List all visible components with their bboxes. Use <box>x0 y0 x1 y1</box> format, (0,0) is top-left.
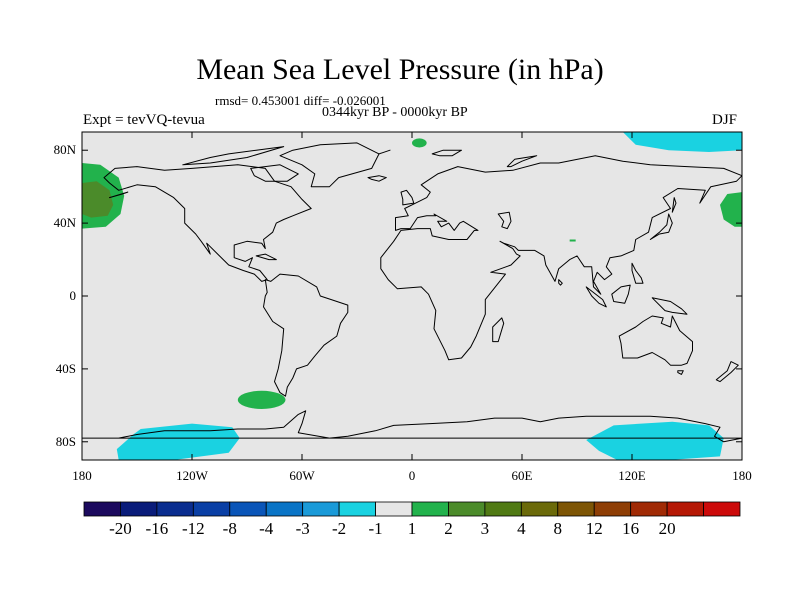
colorbar-swatch <box>265 501 304 517</box>
colorbar-label: 3 <box>480 519 490 538</box>
colorbar-label: -16 <box>145 519 169 538</box>
lat-label: 40N <box>53 215 76 231</box>
colorbar-label: -8 <box>222 519 237 538</box>
colorbar-swatch <box>229 501 267 517</box>
anomaly-svalbard <box>412 138 427 148</box>
coast-borneo <box>611 284 631 304</box>
anomaly-south-pacific <box>237 390 286 409</box>
coast-new-zealand <box>715 361 739 383</box>
coast-australia <box>618 315 693 366</box>
time-period: 0344kyr BP - 0000kyr BP <box>322 105 468 120</box>
coast-alaska-peninsula <box>109 191 129 199</box>
rmsd-stats: rmsd= 0.453001 diff= -0.026001 <box>215 93 386 108</box>
colorbar-swatch <box>338 501 376 517</box>
colorbar-label: 2 <box>444 519 453 538</box>
colorbar-label: 1 <box>407 519 417 538</box>
colorbar-swatch <box>302 501 340 517</box>
colorbar-swatch <box>630 501 668 517</box>
map-background <box>82 132 742 460</box>
coast-taiwan-philippines <box>631 262 644 284</box>
lon-label: 0 <box>408 468 416 483</box>
lon-label: 180 <box>732 468 752 483</box>
coast-tasmania <box>677 370 684 375</box>
lon-label: 120W <box>176 468 208 483</box>
anomaly-north-pacific-core <box>82 181 114 218</box>
colorbar-swatch <box>520 501 559 517</box>
lat-label: 0 <box>69 288 77 303</box>
coast-sakhalin <box>671 197 677 213</box>
coast-eurasia-africa <box>380 155 743 361</box>
lon-label: 60E <box>511 468 533 483</box>
coast-antarctica <box>81 410 743 443</box>
season-label: DJF <box>712 112 738 128</box>
colorbar-label: -4 <box>259 519 274 538</box>
coast-uk <box>400 189 415 206</box>
coast-japan <box>649 213 673 240</box>
colorbar-swatch <box>156 501 194 517</box>
colorbar-label: 20 <box>658 519 676 538</box>
coast-iceland <box>367 175 387 182</box>
lat-label: 80N <box>53 142 76 158</box>
lon-label: 60W <box>289 468 315 483</box>
colorbar-swatch <box>83 501 121 517</box>
lat-label: 80S <box>55 433 76 449</box>
colorbar-label: -12 <box>181 519 205 538</box>
lon-label: 120E <box>618 468 646 483</box>
coast-greenland <box>279 142 380 188</box>
lat-label: 40S <box>55 360 76 376</box>
anomaly-small-fleck <box>569 239 576 242</box>
coast-greenland-east <box>378 149 391 155</box>
colorbar-swatch <box>411 501 449 517</box>
colorbar-label: -20 <box>109 519 132 538</box>
experiment-label: Expt = tevVQ-tevua <box>83 112 205 128</box>
coast-madagascar <box>492 317 505 343</box>
colorbar-label: 4 <box>517 519 526 538</box>
anomaly-southern-australian <box>586 421 724 460</box>
colorbar-label: -2 <box>332 519 347 538</box>
coast-cuba <box>255 253 277 261</box>
coast-caspian <box>497 211 512 230</box>
colorbar-swatch <box>703 501 741 517</box>
coast-novaya-zemlya <box>506 155 538 168</box>
colorbar-swatch <box>484 501 522 517</box>
coast-sri-lanka <box>558 279 563 286</box>
colorbar-swatch <box>120 501 158 517</box>
colorbar-swatch <box>448 501 486 517</box>
coast-baffin <box>250 164 299 182</box>
anomaly-arctic <box>622 132 742 152</box>
colorbar-swatch <box>375 501 413 517</box>
colorbar-label: -1 <box>368 519 383 538</box>
colorbar-swatch <box>666 501 704 517</box>
coast-arctic-islands <box>182 146 285 166</box>
coast-new-guinea <box>651 297 688 315</box>
coast-svalbard <box>431 149 462 157</box>
colorbar-label: 16 <box>622 519 640 538</box>
lon-label: 180 <box>72 468 92 483</box>
colorbar-label: 12 <box>585 519 603 538</box>
colorbar-label: -3 <box>295 519 310 538</box>
colorbar-swatch <box>192 501 231 517</box>
colorbar-swatch <box>593 501 632 517</box>
map-title: Mean Sea Level Pressure (in hPa) <box>196 53 604 86</box>
anomaly-northwest-pacific <box>720 192 742 227</box>
colorbar-label: 8 <box>553 519 563 538</box>
coast-south-america <box>263 273 349 397</box>
anomaly-layer <box>82 132 742 460</box>
coast-sumatra <box>585 286 607 308</box>
colorbar-swatch <box>557 501 595 517</box>
